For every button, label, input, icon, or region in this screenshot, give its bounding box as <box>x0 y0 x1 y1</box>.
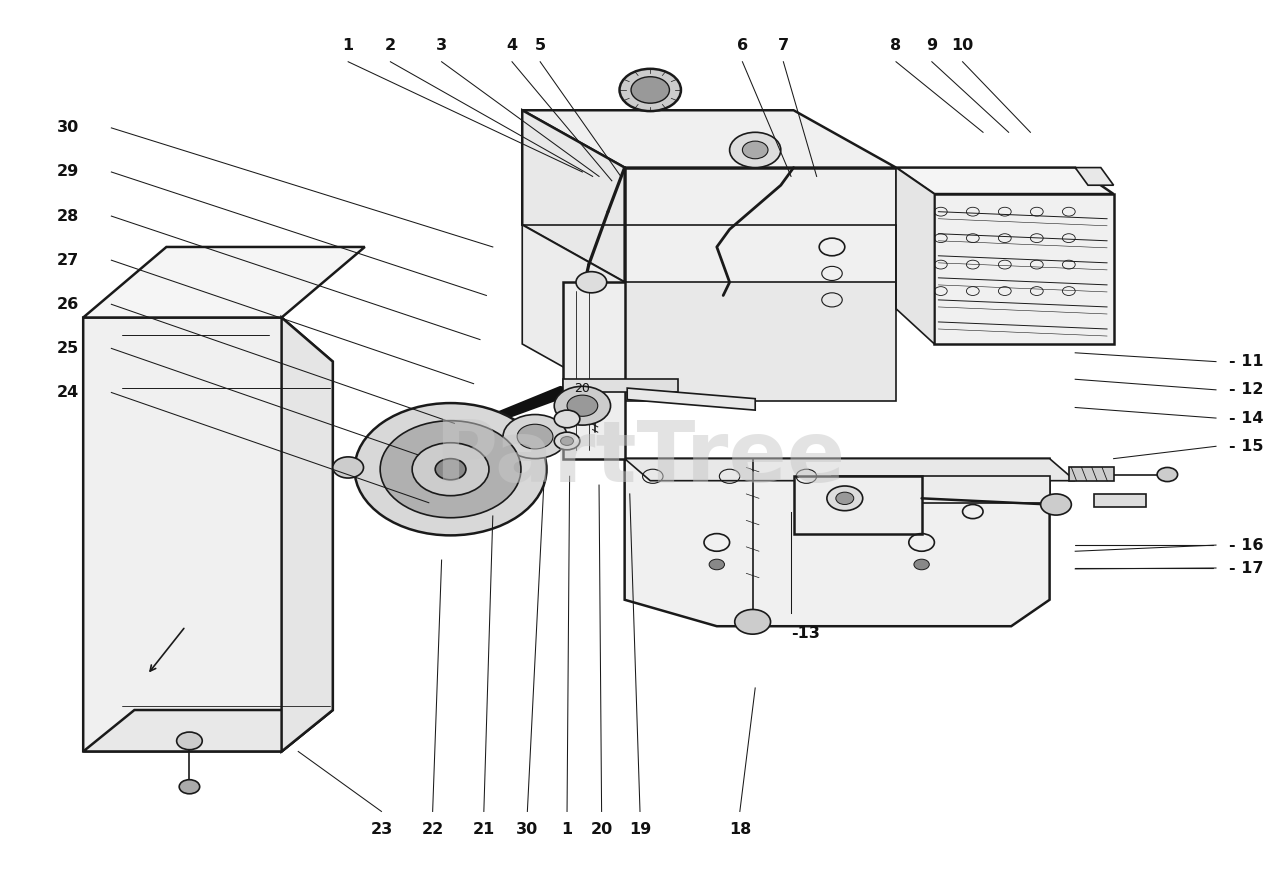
Text: 19: 19 <box>628 822 652 837</box>
Text: 22: 22 <box>421 822 444 837</box>
Polygon shape <box>625 459 1050 626</box>
Polygon shape <box>794 476 922 534</box>
Circle shape <box>554 432 580 450</box>
Polygon shape <box>282 318 333 751</box>
Polygon shape <box>522 225 625 401</box>
Text: 30: 30 <box>516 822 539 837</box>
Polygon shape <box>522 110 896 168</box>
Text: 20: 20 <box>575 382 590 394</box>
Text: 21: 21 <box>472 822 495 837</box>
Text: 27: 27 <box>58 252 79 268</box>
Text: 2: 2 <box>385 38 396 53</box>
Text: 30: 30 <box>58 120 79 136</box>
Circle shape <box>827 486 863 511</box>
Polygon shape <box>83 247 365 318</box>
Circle shape <box>503 415 567 459</box>
Text: 3: 3 <box>436 38 447 53</box>
Text: 29: 29 <box>58 164 79 180</box>
Text: - 14: - 14 <box>1229 410 1263 426</box>
Polygon shape <box>625 168 896 309</box>
Text: 25: 25 <box>58 340 79 356</box>
Circle shape <box>836 492 854 505</box>
Circle shape <box>1041 494 1071 515</box>
Text: 5: 5 <box>535 38 545 53</box>
Text: 9: 9 <box>927 38 937 53</box>
Text: - 11: - 11 <box>1229 354 1263 370</box>
Polygon shape <box>896 168 934 344</box>
Text: 24: 24 <box>58 385 79 400</box>
Polygon shape <box>832 476 1050 503</box>
Circle shape <box>730 132 781 168</box>
Text: 10: 10 <box>951 38 974 53</box>
Text: - 17: - 17 <box>1229 560 1263 576</box>
Polygon shape <box>896 168 1114 194</box>
Circle shape <box>561 437 573 445</box>
Text: - 15: - 15 <box>1229 438 1263 454</box>
Text: 18: 18 <box>728 822 751 837</box>
Text: - 12: - 12 <box>1229 382 1263 398</box>
Polygon shape <box>522 110 625 282</box>
Circle shape <box>517 424 553 449</box>
Text: 7: 7 <box>778 38 788 53</box>
Text: 26: 26 <box>58 296 79 312</box>
Circle shape <box>576 272 607 293</box>
Circle shape <box>914 559 929 570</box>
Polygon shape <box>934 194 1114 344</box>
Polygon shape <box>563 282 625 459</box>
Circle shape <box>179 780 200 794</box>
Text: 4: 4 <box>507 38 517 53</box>
Text: 23: 23 <box>370 822 393 837</box>
Polygon shape <box>625 282 896 401</box>
Text: 28: 28 <box>58 208 79 224</box>
Circle shape <box>380 421 521 518</box>
Circle shape <box>435 459 466 480</box>
Circle shape <box>355 403 547 535</box>
Polygon shape <box>625 459 1075 481</box>
Circle shape <box>177 732 202 750</box>
Circle shape <box>412 443 489 496</box>
Circle shape <box>631 77 669 103</box>
Polygon shape <box>627 388 755 410</box>
Polygon shape <box>1094 494 1146 507</box>
Circle shape <box>554 386 611 425</box>
Circle shape <box>620 69 681 111</box>
Circle shape <box>709 559 724 570</box>
Text: 1: 1 <box>343 38 353 53</box>
Circle shape <box>554 410 580 428</box>
Text: 6: 6 <box>737 38 748 53</box>
Text: 1: 1 <box>562 822 572 837</box>
Text: - 16: - 16 <box>1229 537 1263 553</box>
Polygon shape <box>83 710 333 751</box>
Polygon shape <box>1075 168 1114 185</box>
Circle shape <box>735 609 771 634</box>
Text: 20: 20 <box>590 822 613 837</box>
Circle shape <box>742 141 768 159</box>
Text: -13: -13 <box>791 626 820 641</box>
Circle shape <box>333 457 364 478</box>
Polygon shape <box>1069 467 1114 481</box>
Polygon shape <box>83 318 333 751</box>
Circle shape <box>567 395 598 416</box>
Polygon shape <box>563 379 678 392</box>
Text: 8: 8 <box>891 38 901 53</box>
Text: PartTree: PartTree <box>434 417 846 500</box>
Circle shape <box>1157 467 1178 482</box>
